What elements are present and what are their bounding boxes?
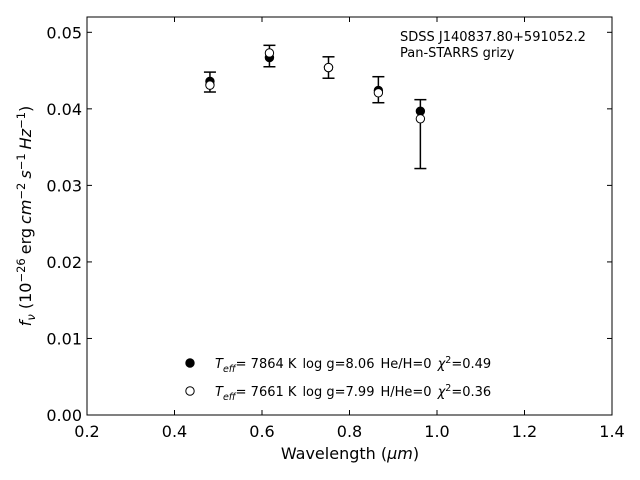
y-tick-label: 0.00 [46, 406, 82, 425]
y-tick-label: 0.01 [46, 329, 82, 348]
axis-ticks: 0.2 0.4 0.6 0.8 1.0 1.2 1.4 0.00 0.01 0.02 0.03 0.0… [46, 17, 625, 441]
model-point-open [373, 88, 384, 98]
y-tick-label: 0.05 [46, 23, 82, 42]
x-tick-label: 0.4 [162, 422, 187, 441]
model-point-open [415, 114, 426, 124]
x-tick-label: 0.6 [249, 422, 274, 441]
x-tick-label: 1.4 [599, 422, 624, 441]
x-tick-label: 0.2 [74, 422, 99, 441]
annotation-survey-name: Pan-STARRS grizy [400, 46, 515, 61]
legend-marker-filled [185, 358, 195, 368]
x-tick-label: 1.0 [424, 422, 449, 441]
y-tick-label: 0.02 [46, 253, 82, 272]
model-point-open [264, 48, 275, 58]
y-tick-label: 0.03 [46, 176, 82, 195]
y-axis-label: fν (10−26ergcm−2s−1Hz−1) [14, 106, 38, 327]
x-tick-label: 1.2 [512, 422, 537, 441]
model-point-open [205, 80, 215, 90]
annotation-object-name: SDSS J140837.80+591052.2 [400, 30, 586, 45]
y-tick-label: 0.04 [46, 100, 82, 119]
x-axis-label: Wavelength (μm) [281, 444, 419, 463]
model-point-open [323, 62, 334, 73]
data-points [203, 44, 427, 170]
model-point-filled [415, 106, 426, 116]
legend-marker-open [185, 386, 195, 396]
x-tick-label: 0.8 [337, 422, 362, 441]
